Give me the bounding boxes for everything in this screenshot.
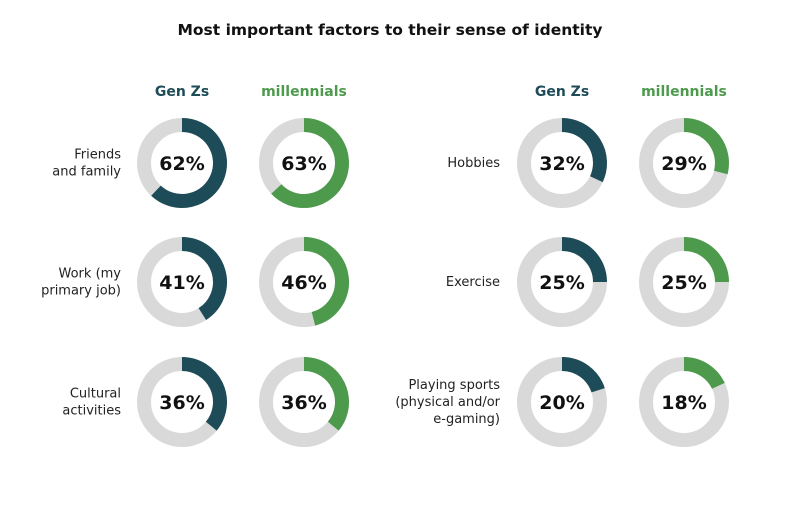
column-header-millennials: millennials [261, 84, 347, 100]
donut: 32% [517, 118, 607, 208]
donut-value-label: 41% [159, 272, 204, 294]
row-label-line: Hobbies [447, 156, 500, 171]
donut-value-label: 20% [539, 392, 584, 414]
donut-value-label: 18% [661, 392, 706, 414]
row-label-line: Exercise [446, 275, 500, 290]
donut-arc-millennials [303, 357, 349, 431]
donut-arc-gen-zs [151, 118, 227, 208]
donut-value-label: 63% [281, 153, 326, 175]
row-label-line: Playing sports [408, 378, 500, 393]
row-label-line: e-gaming) [433, 412, 500, 427]
donut-value-label: 62% [159, 153, 204, 175]
column-header-gen-zs: Gen Zs [155, 84, 209, 100]
donut: 62% [137, 118, 227, 208]
row-label: Friends and family [52, 148, 121, 180]
donut-arc-gen-zs [181, 237, 227, 320]
donut-arc-millennials [303, 237, 350, 326]
column-header-gen-zs: Gen Zs [535, 84, 589, 100]
donut-arc-millennials [683, 118, 729, 175]
donut: 63% [259, 118, 349, 208]
row-label-line: (physical and/or [395, 395, 500, 410]
row-label-line: Cultural [70, 387, 121, 402]
donut-grid: Gen Zs millennials Friends and family 62% 63%… [41, 84, 729, 447]
row-label: Cultural activities [62, 387, 121, 419]
donut: 29% [639, 118, 729, 208]
donut-arc-gen-zs [181, 357, 227, 431]
donut: 25% [517, 237, 607, 327]
row-label-line: primary job) [41, 284, 121, 299]
donut: 25% [639, 237, 729, 327]
donut-value-label: 25% [661, 272, 706, 294]
column-header-millennials: millennials [641, 84, 727, 100]
donut-arc-gen-zs [561, 237, 607, 283]
donut-value-label: 46% [281, 272, 326, 294]
chart-title: Most important factors to their sense of… [177, 21, 602, 39]
row-label-line: Friends [74, 148, 121, 163]
donut: 20% [517, 357, 607, 447]
row-label-line: activities [62, 404, 121, 419]
donut-arc-millennials [271, 118, 349, 208]
donut-value-label: 25% [539, 272, 584, 294]
donut: 18% [639, 357, 729, 447]
donut-value-label: 32% [539, 153, 584, 175]
row-label: Playing sports (physical and/or e-gaming) [395, 378, 500, 427]
row-label: Hobbies [447, 156, 500, 171]
row-label: Work (my primary job) [41, 267, 121, 299]
donut: 36% [259, 357, 349, 447]
donut: 41% [137, 237, 227, 327]
donut-arc-gen-zs [561, 357, 605, 393]
donut: 46% [259, 237, 350, 327]
donut-value-label: 36% [159, 392, 204, 414]
donut-arc-millennials [683, 357, 725, 390]
row-label: Exercise [446, 275, 500, 290]
donut: 36% [137, 357, 227, 447]
donut-arc-gen-zs [561, 118, 607, 183]
row-label-line: and family [52, 165, 121, 180]
donut-value-label: 29% [661, 153, 706, 175]
donut-arc-millennials [683, 237, 729, 283]
row-label-line: Work (my [59, 267, 122, 282]
donut-value-label: 36% [281, 392, 326, 414]
